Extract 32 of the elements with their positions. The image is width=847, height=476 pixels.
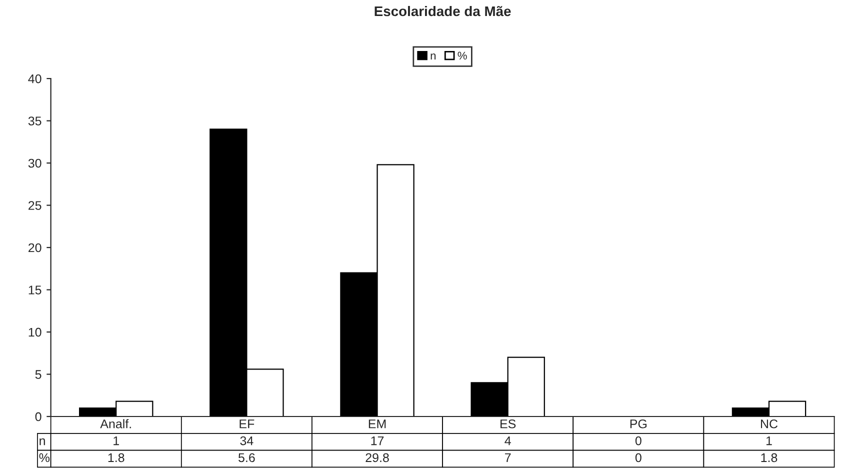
- chart-title: Escolaridade da Mãe: [374, 6, 511, 16]
- data-label: 17: [371, 436, 384, 446]
- x-tick-label: Analf.: [100, 419, 131, 428]
- data-label: 7: [505, 453, 511, 462]
- data-label: 4: [504, 436, 511, 446]
- data-label: 34: [240, 436, 254, 446]
- legend-label: n: [430, 53, 436, 60]
- y-tick-label: 5: [35, 370, 42, 379]
- legend-label: %: [458, 52, 467, 60]
- x-tick-label: ES: [500, 419, 516, 428]
- y-tick-label: 35: [28, 116, 42, 126]
- x-tick-label: EM: [368, 420, 386, 428]
- data-label: 1: [114, 436, 119, 446]
- x-tick-label: EF: [240, 420, 254, 428]
- y-tick-label: 10: [28, 328, 42, 337]
- x-tick-label: PG: [630, 419, 647, 428]
- y-tick-label: 0: [35, 412, 42, 422]
- y-tick-label: 40: [28, 74, 42, 84]
- x-tick-label: NC: [761, 419, 778, 428]
- y-tick-label: 25: [28, 201, 42, 210]
- data-label: 29.8: [366, 453, 389, 462]
- text: %: [39, 453, 50, 462]
- text: n: [40, 438, 45, 446]
- y-tick-label: 15: [28, 286, 42, 294]
- y-tick-label: 20: [28, 243, 42, 252]
- data-label: 1: [766, 436, 772, 446]
- data-label: 1.8: [761, 453, 778, 462]
- y-tick-label: 30: [28, 158, 42, 168]
- data-label: 5.6: [238, 453, 255, 462]
- data-label: 1.8: [108, 453, 124, 462]
- data-label: 0: [635, 453, 642, 462]
- data-label: 0: [635, 436, 642, 446]
